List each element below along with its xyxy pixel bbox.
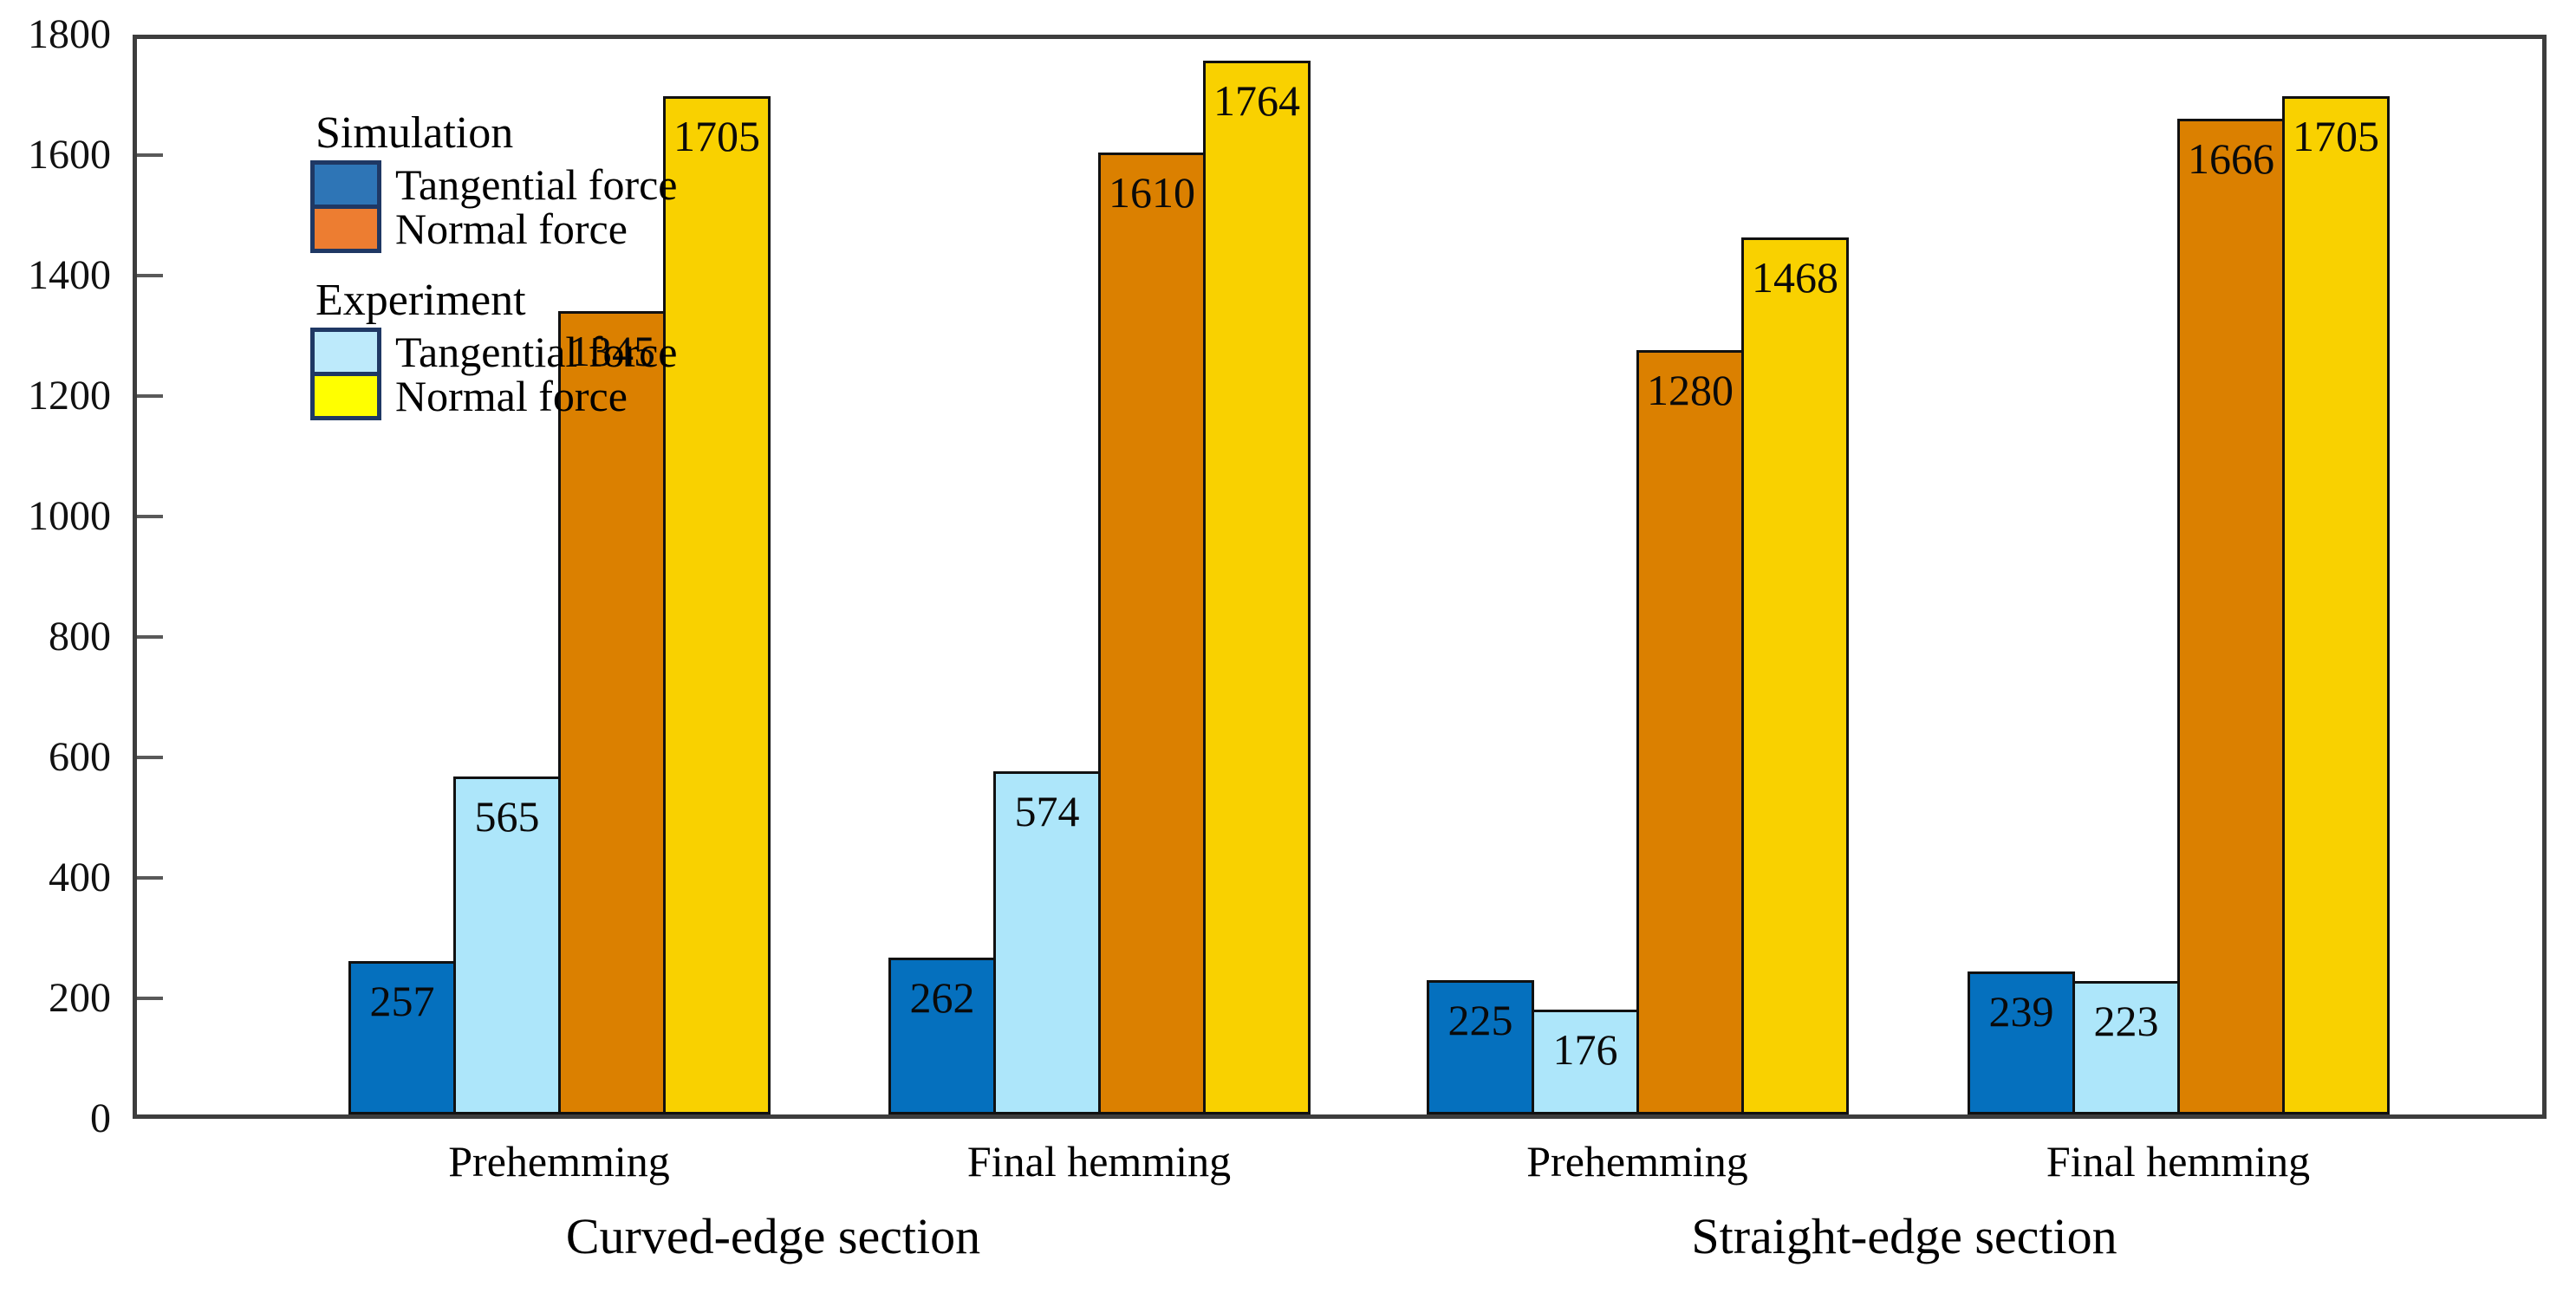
bar-experiment-tangential-force: 223 xyxy=(2072,981,2180,1114)
legend-swatch-experiment-tangential xyxy=(310,328,381,376)
bar-value-label: 1764 xyxy=(1213,75,1300,125)
bar-simulation-normal-force: 1610 xyxy=(1098,153,1206,1114)
x-category-label: Prehemming xyxy=(1526,1137,1748,1186)
y-tick-mark xyxy=(137,635,163,639)
bar-simulation-normal-force: 1345 xyxy=(558,310,666,1114)
bar-experiment-normal-force: 1705 xyxy=(663,95,771,1114)
bar-value-label: 239 xyxy=(1988,987,2054,1036)
y-tick-mark xyxy=(137,756,163,759)
legend-swatch-experiment-normal xyxy=(310,372,381,420)
bar-group-straight-final-hemming: 239 223 1666 1705 xyxy=(1968,39,2390,1114)
y-axis-tick-label: 1600 xyxy=(28,132,111,178)
bar-experiment-normal-force: 1468 xyxy=(1741,237,1849,1114)
y-axis-tick-label: 200 xyxy=(49,975,111,1021)
bar-value-label: 1666 xyxy=(2188,134,2274,184)
y-tick-mark xyxy=(137,153,163,157)
y-axis-tick-label: 1800 xyxy=(28,11,111,57)
bar-value-label: 1280 xyxy=(1647,365,1734,414)
y-axis-tick-label: 400 xyxy=(49,854,111,900)
bar-simulation-tangential-force: 257 xyxy=(348,960,456,1114)
legend-item-label: Normal force xyxy=(395,372,628,420)
y-tick-mark xyxy=(137,515,163,518)
x-category-label: Final hemming xyxy=(966,1137,1232,1186)
bar-value-label: 223 xyxy=(2093,997,2159,1046)
bar-simulation-normal-force: 1280 xyxy=(1636,349,1744,1114)
plot-area: 257 565 1345 1705 262 574 1610 1764 225 176 1280… xyxy=(133,35,2547,1119)
section-label-straight-edge: Straight-edge section xyxy=(1691,1208,2117,1264)
bar-experiment-tangential-force: 176 xyxy=(1532,1009,1639,1114)
x-category-label: Final hemming xyxy=(2046,1137,2311,1186)
bar-value-label: 565 xyxy=(474,792,540,841)
legend-swatch-simulation-normal xyxy=(310,205,381,253)
bar-value-label: 257 xyxy=(369,976,435,1025)
bar-simulation-tangential-force: 225 xyxy=(1427,979,1534,1114)
legend: Simulation Tangential force Normal force… xyxy=(310,110,678,420)
bar-group-curved-final-hemming: 262 574 1610 1764 xyxy=(888,39,1311,1114)
y-tick-mark xyxy=(137,274,163,277)
bar-experiment-normal-force: 1705 xyxy=(2282,95,2390,1114)
bar-group-curved-prehemming: 257 565 1345 1705 xyxy=(348,39,771,1114)
bar-value-label: 176 xyxy=(1552,1024,1618,1074)
y-tick-mark xyxy=(137,876,163,880)
legend-item-label: Normal force xyxy=(395,205,628,253)
legend-swatch-simulation-tangential xyxy=(310,160,381,209)
legend-item-label: Tangential force xyxy=(395,160,678,209)
bar-value-label: 1610 xyxy=(1109,168,1195,217)
bar-group-straight-prehemming: 225 176 1280 1468 xyxy=(1427,39,1849,1114)
bar-experiment-tangential-force: 565 xyxy=(453,776,561,1114)
bar-value-label: 574 xyxy=(1014,787,1080,836)
x-category-label: Prehemming xyxy=(448,1137,670,1186)
legend-heading-experiment: Experiment xyxy=(315,276,526,325)
legend-item-simulation-normal: Normal force xyxy=(310,205,678,253)
y-axis-tick-label: 800 xyxy=(49,614,111,659)
y-axis-tick-label: 1400 xyxy=(28,252,111,298)
bar-value-label: 1705 xyxy=(2293,111,2379,160)
legend-item-experiment-normal: Normal force xyxy=(310,372,678,420)
bar-value-label: 225 xyxy=(1447,995,1513,1044)
bar-value-label: 1468 xyxy=(1752,252,1838,302)
bar-experiment-tangential-force: 574 xyxy=(993,771,1101,1114)
y-tick-mark xyxy=(137,394,163,398)
bar-value-label: 262 xyxy=(909,973,975,1023)
legend-item-simulation-tangential: Tangential force xyxy=(310,160,678,209)
bar-value-label: 1345 xyxy=(569,326,655,375)
legend-item-label: Tangential force xyxy=(395,328,678,376)
bar-simulation-tangential-force: 262 xyxy=(888,958,996,1114)
bar-simulation-normal-force: 1666 xyxy=(2177,119,2285,1114)
legend-heading-simulation: Simulation xyxy=(315,108,514,158)
y-tick-mark xyxy=(137,997,163,1000)
bar-experiment-normal-force: 1764 xyxy=(1203,60,1311,1114)
bar-value-label: 1705 xyxy=(673,111,760,160)
legend-item-experiment-tangential: Tangential force xyxy=(310,328,678,376)
y-axis-tick-label: 1200 xyxy=(28,373,111,419)
y-axis-tick-label: 1000 xyxy=(28,493,111,539)
bar-simulation-tangential-force: 239 xyxy=(1968,971,2075,1114)
section-label-curved-edge: Curved-edge section xyxy=(565,1208,981,1264)
y-axis-tick-label: 600 xyxy=(49,734,111,780)
y-axis-tick-label: 0 xyxy=(90,1095,111,1141)
